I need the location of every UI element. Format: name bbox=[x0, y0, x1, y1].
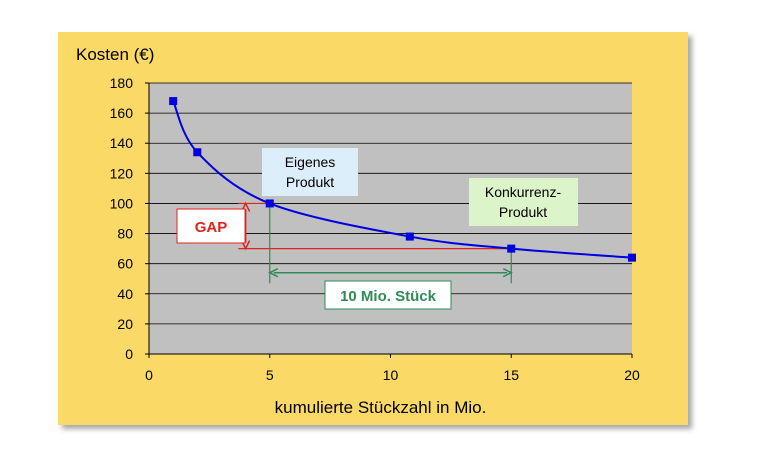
range-arrowhead bbox=[268, 268, 279, 278]
konkurrenz-produkt-line2: Produkt bbox=[499, 204, 547, 220]
x-axis-ticks: 0 5 10 15 20 bbox=[145, 354, 640, 383]
data-point-marker bbox=[628, 253, 636, 262]
range-arrowhead bbox=[502, 268, 513, 278]
y-tick-label: 120 bbox=[110, 165, 134, 181]
chart-panel: 0 20 40 60 80 100 120 140 160 180 0 5 10 15 20 Kosten… bbox=[58, 32, 688, 425]
y-tick-label: 20 bbox=[117, 316, 133, 332]
konkurrenz-produkt-box bbox=[469, 178, 578, 226]
annotation-lines bbox=[238, 201, 513, 284]
cost-curve-chart: 0 20 40 60 80 100 120 140 160 180 0 5 10 15 20 Kosten… bbox=[76, 45, 640, 417]
gap-label: GAP bbox=[195, 219, 228, 236]
y-tick-label: 160 bbox=[110, 105, 134, 121]
x-tick-label: 10 bbox=[383, 367, 399, 383]
data-point-marker bbox=[265, 199, 274, 208]
gap-label-box bbox=[176, 208, 246, 244]
x-tick-label: 0 bbox=[145, 367, 153, 383]
y-tick-label: 180 bbox=[110, 75, 134, 91]
range-label: 10 Mio. Stück bbox=[340, 288, 437, 305]
data-point-marker bbox=[193, 148, 202, 157]
range-label-box bbox=[324, 280, 452, 310]
range-annotation: 10 Mio. Stück bbox=[324, 280, 452, 310]
data-point-marker bbox=[405, 232, 414, 241]
x-tick-label: 20 bbox=[624, 367, 640, 383]
konkurrenz-produkt-line1: Konkurrenz- bbox=[485, 184, 562, 200]
y-tick-label: 40 bbox=[117, 286, 133, 302]
y-tick-label: 80 bbox=[117, 226, 133, 242]
eigenes-produkt-line2: Produkt bbox=[286, 174, 334, 190]
y-tick-label: 60 bbox=[117, 256, 133, 272]
y-tick-label: 100 bbox=[110, 195, 134, 211]
data-point-marker bbox=[507, 244, 516, 253]
data-point-marker bbox=[169, 97, 178, 106]
gap-annotation: GAP bbox=[176, 208, 246, 244]
data-markers bbox=[169, 97, 636, 262]
y-tick-label: 0 bbox=[125, 346, 133, 362]
y-tick-label: 140 bbox=[110, 135, 134, 151]
y-axis-ticks: 0 20 40 60 80 100 120 140 160 180 bbox=[110, 75, 149, 362]
y-axis-title: Kosten (€) bbox=[76, 45, 154, 64]
eigenes-produkt-line1: Eigenes bbox=[285, 154, 336, 170]
x-tick-label: 5 bbox=[266, 367, 274, 383]
eigenes-produkt-box bbox=[262, 148, 358, 196]
x-tick-label: 15 bbox=[503, 367, 519, 383]
eigenes-produkt-callout: Eigenes Produkt bbox=[262, 148, 358, 196]
x-axis-title: kumulierte Stückzahl in Mio. bbox=[275, 398, 487, 417]
konkurrenz-produkt-callout: Konkurrenz- Produkt bbox=[469, 178, 578, 226]
